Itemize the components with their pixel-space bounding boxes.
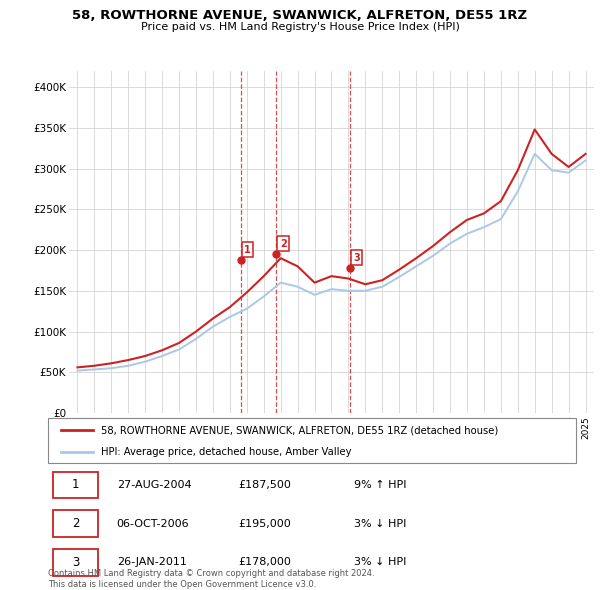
Text: 06-OCT-2006: 06-OCT-2006 [116, 519, 189, 529]
Text: 26-JAN-2011: 26-JAN-2011 [116, 558, 187, 568]
Text: 1: 1 [72, 478, 79, 491]
Text: 58, ROWTHORNE AVENUE, SWANWICK, ALFRETON, DE55 1RZ (detached house): 58, ROWTHORNE AVENUE, SWANWICK, ALFRETON… [101, 425, 498, 435]
Text: 1: 1 [244, 245, 251, 255]
FancyBboxPatch shape [53, 510, 98, 537]
Text: 3% ↓ HPI: 3% ↓ HPI [354, 519, 407, 529]
Text: £187,500: £187,500 [238, 480, 291, 490]
Text: 9% ↑ HPI: 9% ↑ HPI [354, 480, 407, 490]
Text: £178,000: £178,000 [238, 558, 291, 568]
Text: 3% ↓ HPI: 3% ↓ HPI [354, 558, 407, 568]
Text: 3: 3 [72, 556, 79, 569]
Text: 27-AUG-2004: 27-AUG-2004 [116, 480, 191, 490]
Text: 2: 2 [280, 239, 287, 249]
Text: £195,000: £195,000 [238, 519, 291, 529]
FancyBboxPatch shape [53, 471, 98, 498]
Text: 2: 2 [72, 517, 79, 530]
FancyBboxPatch shape [53, 549, 98, 576]
Text: HPI: Average price, detached house, Amber Valley: HPI: Average price, detached house, Ambe… [101, 447, 352, 457]
Text: Price paid vs. HM Land Registry's House Price Index (HPI): Price paid vs. HM Land Registry's House … [140, 22, 460, 32]
Text: 58, ROWTHORNE AVENUE, SWANWICK, ALFRETON, DE55 1RZ: 58, ROWTHORNE AVENUE, SWANWICK, ALFRETON… [73, 9, 527, 22]
Text: Contains HM Land Registry data © Crown copyright and database right 2024.
This d: Contains HM Land Registry data © Crown c… [48, 569, 374, 589]
Text: 3: 3 [353, 253, 360, 263]
FancyBboxPatch shape [48, 418, 576, 463]
